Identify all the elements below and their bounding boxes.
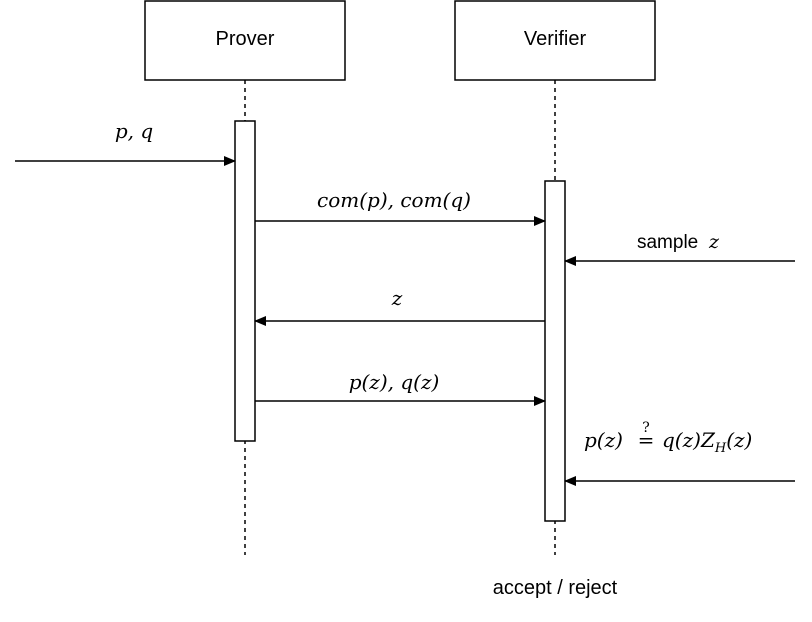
challenge-label: z <box>391 286 403 310</box>
sample-word: sample <box>637 232 698 253</box>
evaluations-label: p(z), q(z) <box>349 370 440 394</box>
prover-participant: Prover <box>144 0 346 81</box>
check-rhs-b: (z) <box>726 428 752 452</box>
verifier-activation <box>544 180 566 522</box>
check-rhs: q(z)ZH(z) <box>662 428 752 456</box>
check-rhs-a: q(z)Z <box>662 428 716 452</box>
verifier-participant: Verifier <box>454 0 656 81</box>
commit-label: com(p), com(q) <box>317 188 471 212</box>
check-rhs-subscript: H <box>714 441 727 456</box>
sample-variable: z <box>708 231 720 253</box>
result-label: accept / reject <box>493 577 618 599</box>
check-lhs: p(z) <box>584 428 623 452</box>
verifier-box <box>454 0 656 81</box>
prover-label: Prover <box>216 28 275 50</box>
verifier-label: Verifier <box>524 28 587 50</box>
prover-box <box>144 0 346 81</box>
check-equals: = <box>638 428 655 452</box>
check-question-mark: ? <box>642 420 650 436</box>
check-formula: p(z) ? = q(z)ZH(z) <box>584 420 752 456</box>
input-label: p, q <box>115 119 153 143</box>
prover-activation <box>234 120 256 442</box>
sample-label: sample z <box>637 231 720 253</box>
